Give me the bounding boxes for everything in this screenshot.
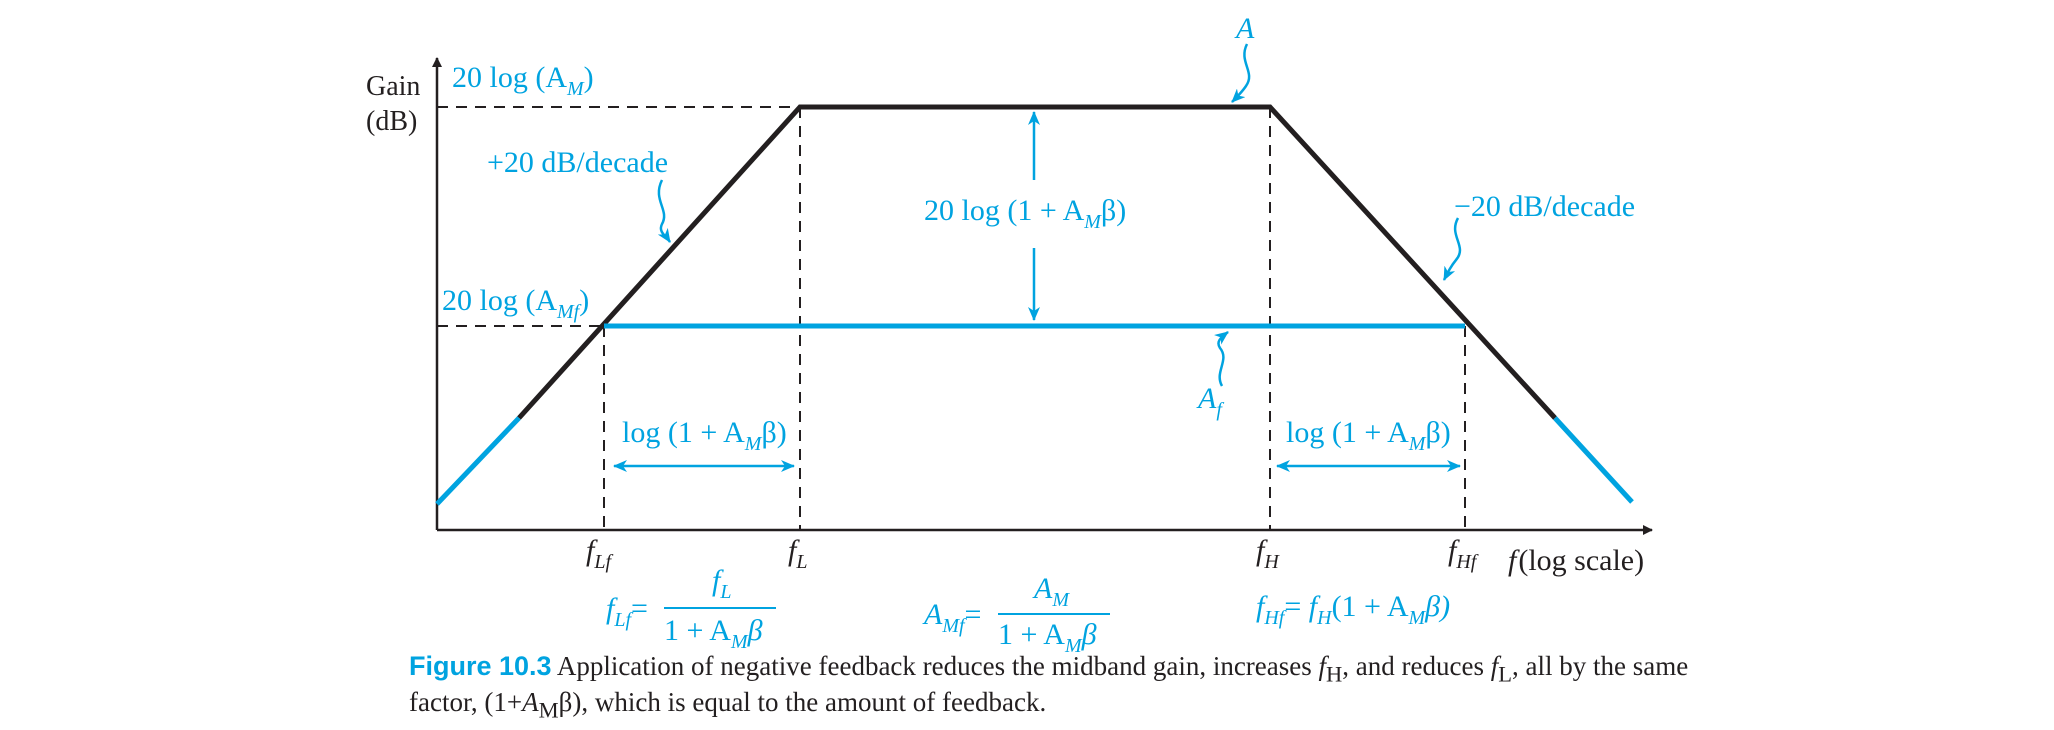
closed-loop-low-tail bbox=[435, 416, 521, 506]
equation-amf-numerator: AM bbox=[1032, 572, 1070, 611]
equation-flf: fLf= fL 1 + AMβ bbox=[606, 564, 776, 653]
tick-label-fhf: fHf bbox=[1448, 534, 1479, 573]
y-axis-label: Gain bbox=[366, 71, 420, 102]
equation-amf-lhs: AMf= bbox=[922, 598, 981, 637]
caption-text-4: β), which is equal to the amount of feed… bbox=[558, 687, 1047, 718]
open-loop-response bbox=[517, 104, 1557, 420]
equation-flf-lhs: fLf= bbox=[606, 592, 648, 631]
equation-amf-denominator: 1 + AMβ bbox=[998, 618, 1097, 657]
caption-sub-l: L bbox=[1498, 661, 1512, 687]
y-axis-unit: (dB) bbox=[366, 106, 417, 137]
closed-loop-gain-label: 20 log (AMf) bbox=[442, 284, 589, 323]
closed-loop-leader bbox=[1214, 331, 1229, 387]
tick-label-flf: fLf bbox=[586, 534, 613, 573]
closed-loop-high-tail bbox=[1553, 416, 1634, 504]
rising-slope-label: +20 dB/decade bbox=[487, 146, 668, 179]
equation-flf-numerator: fL bbox=[712, 564, 731, 603]
caption-a: A bbox=[522, 687, 539, 718]
caption-sub-m: M bbox=[538, 697, 559, 723]
figure-caption: Figure 10.3 Application of negative feed… bbox=[409, 651, 1699, 725]
gain-reduction-label: 20 log (1 + AMβ) bbox=[924, 194, 1126, 233]
low-bandwidth-label: log (1 + AMβ) bbox=[622, 416, 787, 455]
caption-text-3: , all by the same factor, (1+ bbox=[409, 651, 1689, 718]
rising-slope-leader bbox=[657, 179, 672, 243]
tick-label-fl: fL bbox=[788, 534, 807, 573]
tick-label-fh: fH bbox=[1256, 534, 1280, 573]
equation-amf: AMf= AM 1 + AMβ bbox=[922, 572, 1110, 657]
open-loop-gain-label: 20 log (AM) bbox=[452, 61, 594, 100]
equation-flf-denominator: 1 + AMβ bbox=[664, 614, 763, 653]
figure-label: Figure 10.3 bbox=[409, 651, 552, 681]
falling-slope-label: −20 dB/decade bbox=[1454, 190, 1635, 223]
closed-loop-curve-label: Af bbox=[1196, 382, 1224, 421]
caption-sub-h: H bbox=[1326, 661, 1343, 687]
caption-f-l: f bbox=[1490, 651, 1499, 681]
x-axis-label: f(log scale) bbox=[1508, 544, 1644, 577]
open-loop-curve-label: A bbox=[1234, 12, 1255, 45]
caption-text-1: Application of negative feedback reduces… bbox=[551, 651, 1319, 681]
reference-dashes bbox=[437, 106, 1466, 530]
open-loop-leader bbox=[1231, 43, 1251, 103]
falling-slope-leader bbox=[1442, 217, 1462, 281]
caption-text-2: , and reduces bbox=[1342, 651, 1491, 681]
equation-fhf: fHf= fH(1 + AMβ) bbox=[1256, 590, 1450, 629]
closed-loop-response bbox=[435, 323, 1634, 506]
high-bandwidth-label: log (1 + AMβ) bbox=[1286, 416, 1451, 455]
caption-f-h: f bbox=[1318, 651, 1327, 681]
